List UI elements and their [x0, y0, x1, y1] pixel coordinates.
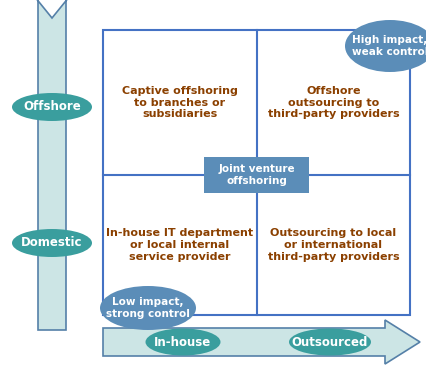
Ellipse shape	[100, 286, 196, 330]
Ellipse shape	[288, 328, 370, 356]
Text: In-house IT department
or local internal
service provider: In-house IT department or local internal…	[106, 228, 253, 261]
Polygon shape	[26, 0, 78, 330]
Text: Joint venture
offshoring: Joint venture offshoring	[218, 164, 295, 186]
Text: Domestic: Domestic	[21, 236, 83, 250]
Ellipse shape	[12, 229, 92, 257]
Polygon shape	[103, 320, 419, 364]
Text: Offshore
outsourcing to
third-party providers: Offshore outsourcing to third-party prov…	[267, 86, 398, 119]
Ellipse shape	[145, 328, 220, 356]
Ellipse shape	[12, 93, 92, 121]
Bar	[103, 30, 409, 315]
Text: In-house: In-house	[154, 336, 211, 348]
Text: High impact,
weak control: High impact, weak control	[351, 35, 426, 57]
Text: Low impact,
strong control: Low impact, strong control	[106, 297, 190, 319]
Text: Captive offshoring
to branches or
subsidiaries: Captive offshoring to branches or subsid…	[122, 86, 237, 119]
FancyBboxPatch shape	[204, 157, 309, 193]
Ellipse shape	[344, 20, 426, 72]
Text: Outsourced: Outsourced	[291, 336, 367, 348]
Text: Outsourcing to local
or international
third-party providers: Outsourcing to local or international th…	[267, 228, 398, 261]
Text: Offshore: Offshore	[23, 100, 81, 114]
